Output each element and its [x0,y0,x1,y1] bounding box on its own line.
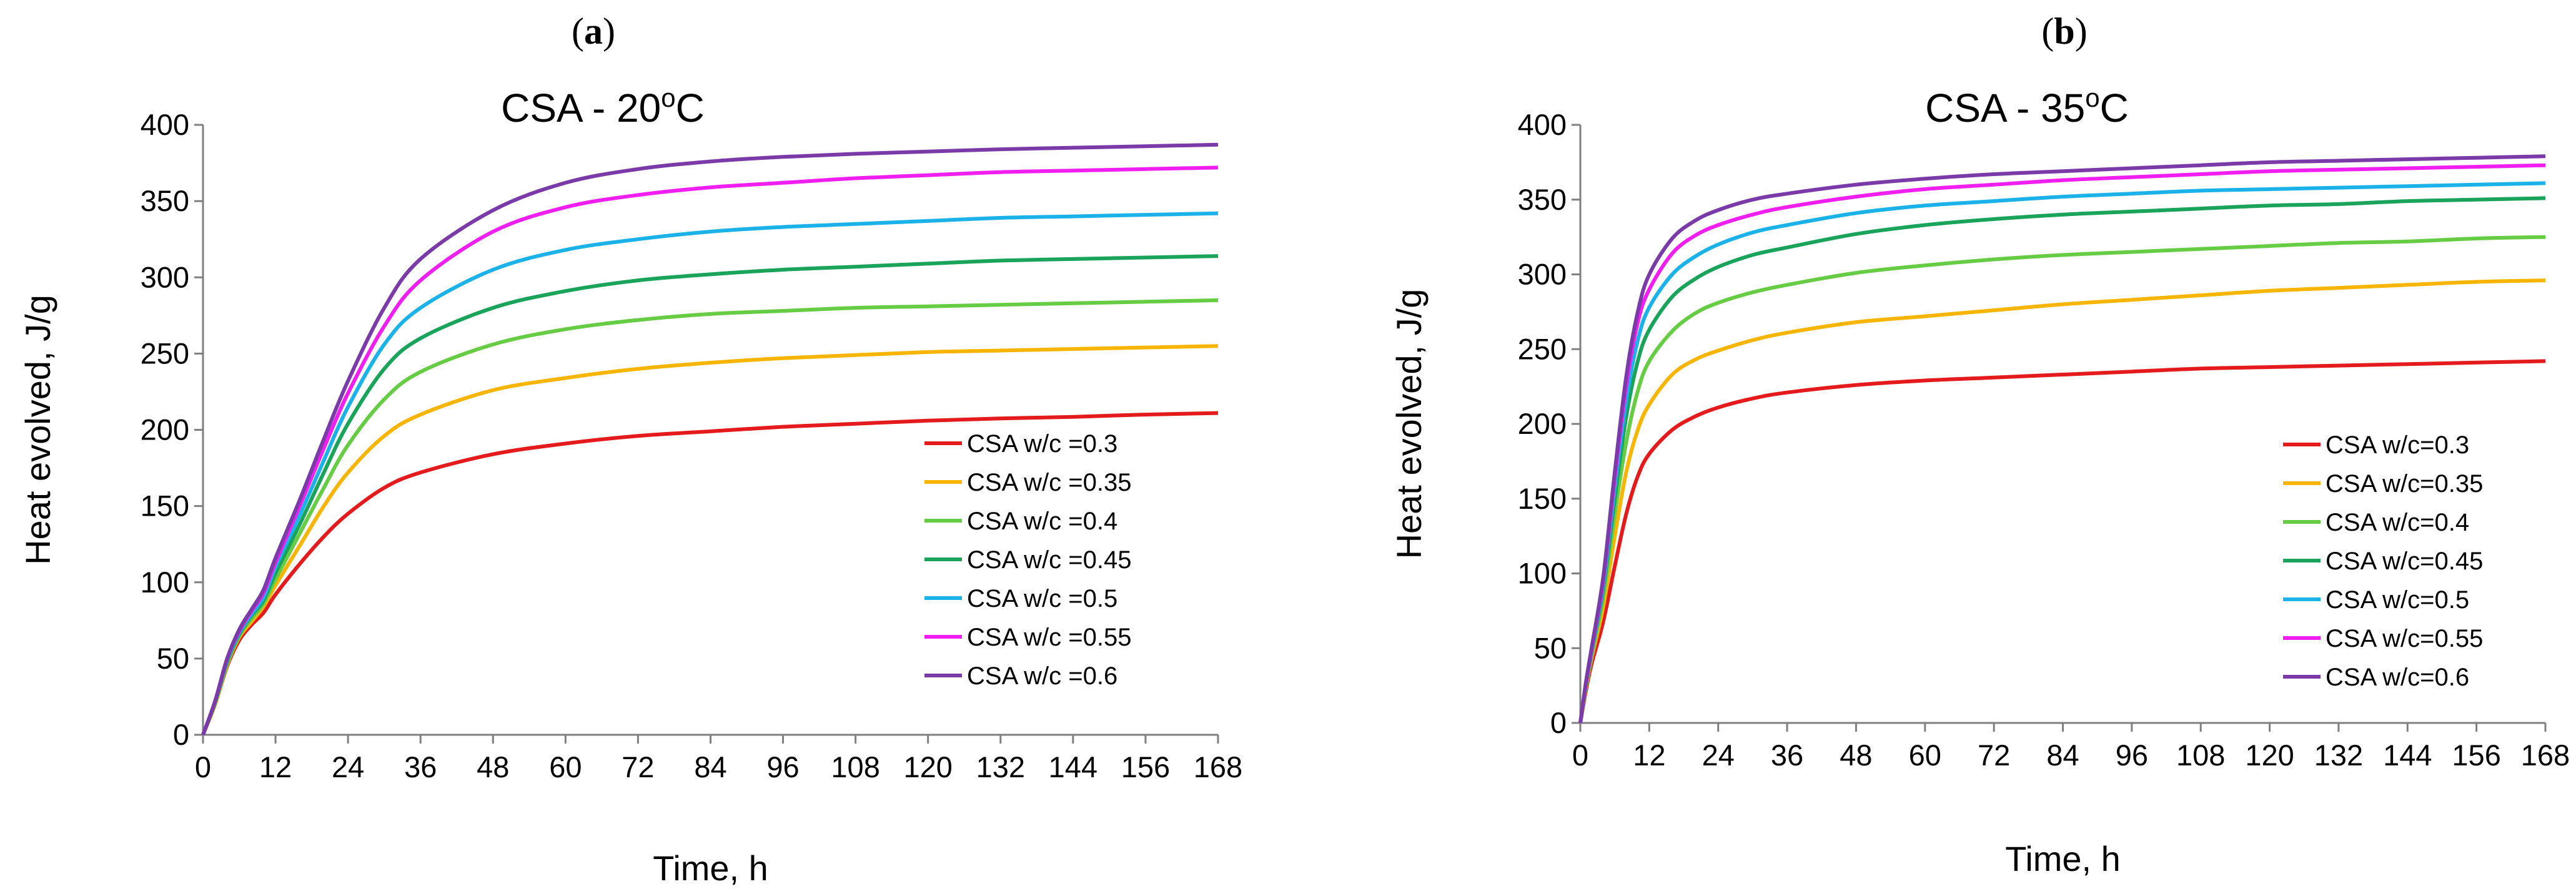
x-tick-label: 12 [1633,739,1665,772]
x-tick-label: 156 [1121,750,1170,783]
x-tick-label: 144 [2383,739,2432,772]
x-tick-label: 156 [2452,739,2500,772]
y-tick-label: 400 [1518,108,1567,141]
y-tick-label: 250 [1518,332,1567,365]
legend-label: CSA w/c =0.55 [967,624,1131,651]
legend-label: CSA w/c =0.5 [967,585,1117,612]
series-line-1 [201,411,1219,736]
series-line-2 [1578,278,2546,724]
y-tick-label: 50 [1534,631,1567,664]
x-tick-label: 24 [1702,739,1735,772]
panel-b: (b) CSA - 35oC 0 50 100 150 200 250 300 350 400 0 12… [1389,11,2570,878]
x-tick-label: 84 [2046,739,2079,772]
x-tick-label: 108 [2176,739,2225,772]
legend: CSA w/c=0.3 CSA w/c=0.35 CSA w/c=0.4 CSA w/… [2283,431,2483,691]
legend-label: CSA w/c=0.3 [2326,431,2469,459]
panel-a: (a) CSA - 20oC 0 50 100 150 200 250 300 350 400 0 12… [18,11,1242,888]
x-tick-label: 12 [259,750,292,783]
series-line-7 [1578,154,2546,724]
legend-label: CSA w/c =0.3 [967,430,1117,458]
legend-label: CSA w/c=0.4 [2326,509,2469,536]
x-tick-label: 108 [831,750,879,783]
x-tick-label: 24 [332,750,364,783]
legend-label: CSA w/c=0.5 [2326,586,2469,614]
y-tick-label: 200 [141,413,189,446]
series-line-7 [201,142,1219,736]
legend: CSA w/c =0.3 CSA w/c =0.35 CSA w/c =0.4 CSA… [924,430,1131,690]
series-line-3 [1578,235,2546,724]
legend-label: CSA w/c =0.4 [967,508,1117,535]
legend-label: CSA w/c =0.45 [967,546,1131,574]
y-tick-label: 300 [1518,258,1567,291]
y-tick-label: 200 [1518,407,1567,440]
legend-label: CSA w/c =0.35 [967,469,1131,496]
legend-label: CSA w/c=0.35 [2326,470,2483,498]
series-line-5 [201,211,1219,736]
y-tick-label: 400 [141,108,189,141]
x-tick-label: 120 [2245,739,2294,772]
y-tick-label: 300 [141,260,189,293]
x-axis-title: Time, h [653,848,768,888]
x-tick-label: 168 [1194,750,1242,783]
x-tick-label: 96 [2116,739,2148,772]
series-line-3 [201,298,1219,736]
y-axis-title: Heat evolved, J/g [1389,289,1429,559]
y-tick-label: 0 [1550,706,1567,739]
y-tick-label: 250 [141,336,189,370]
y-tick-label: 100 [1518,557,1567,590]
legend-label: CSA w/c=0.6 [2326,664,2469,691]
x-tick-label: 96 [766,750,799,783]
x-tick-label: 168 [2521,739,2570,772]
y-tick-label: 150 [1518,482,1567,515]
x-tick-label: 132 [2314,739,2363,772]
x-tick-label: 132 [976,750,1025,783]
series-line-2 [201,344,1219,736]
x-tick-label: 60 [1909,739,1941,772]
y-tick-label: 50 [157,642,189,675]
chart-title: CSA - 35oC [1925,83,2129,130]
x-tick-label: 72 [622,750,654,783]
x-tick-label: 60 [549,750,582,783]
y-tick-label: 350 [141,184,189,217]
y-tick-label: 0 [173,718,189,751]
y-tick-label: 100 [141,566,189,599]
chart-title: CSA - 20oC [501,83,705,130]
y-axis-title: Heat evolved, J/g [18,295,57,565]
x-tick-label: 144 [1049,750,1097,783]
x-axis-title: Time, h [2005,839,2121,878]
legend-label: CSA w/c=0.55 [2326,625,2483,652]
x-tick-label: 36 [1771,739,1803,772]
panel-letter: (b) [2041,11,2087,52]
legend-label: CSA w/c=0.45 [2326,548,2483,575]
panel-letter: (a) [572,11,615,52]
series-line-1 [1578,359,2546,724]
x-tick-label: 120 [904,750,953,783]
x-tick-label: 48 [477,750,509,783]
y-tick-label: 150 [141,489,189,523]
x-tick-label: 84 [694,750,726,783]
x-tick-label: 72 [1978,739,2010,772]
x-tick-label: 36 [404,750,437,783]
x-tick-label: 0 [195,750,211,783]
legend-label: CSA w/c =0.6 [967,662,1117,690]
x-tick-label: 48 [1840,739,1872,772]
y-tick-label: 350 [1518,183,1567,216]
x-tick-label: 0 [1572,739,1588,772]
